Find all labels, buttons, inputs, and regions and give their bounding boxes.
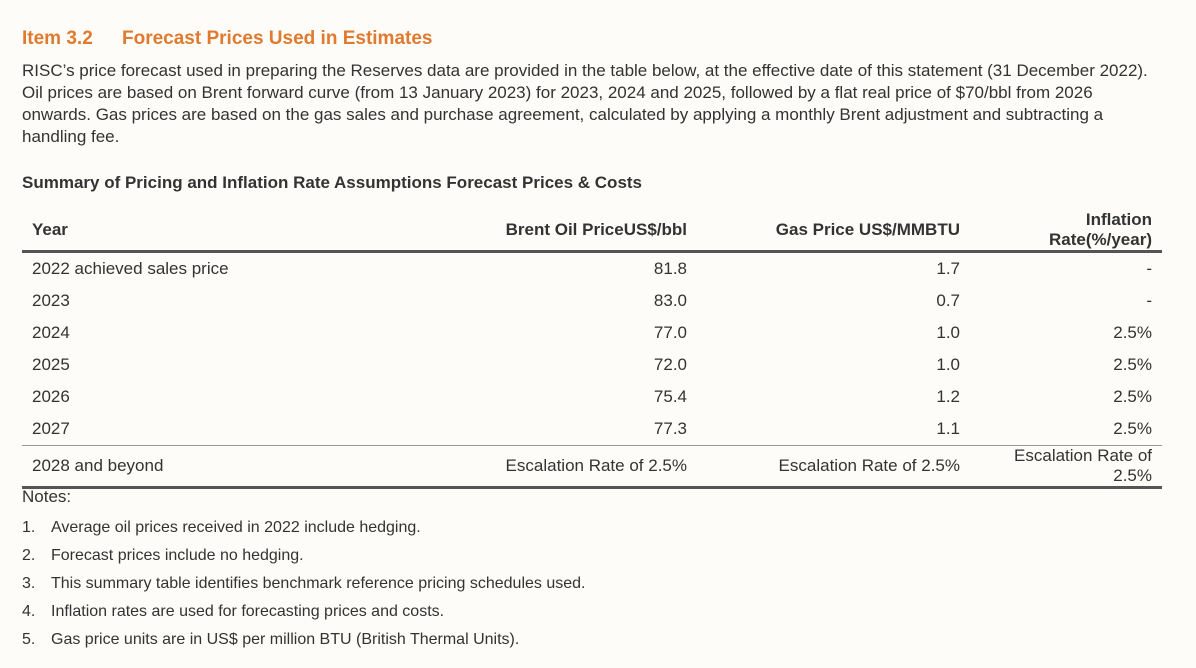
table-row: 2026 75.4 1.2 2.5% <box>22 381 1162 413</box>
table-row: 2027 77.3 1.1 2.5% <box>22 413 1162 446</box>
cell-gas-price: 1.2 <box>936 387 960 406</box>
cell-year: 2028 and beyond <box>22 445 447 489</box>
table-row: 2023 83.0 0.7 - <box>22 285 1162 317</box>
note-number: 4. <box>22 603 36 620</box>
cell-oil-price: Escalation Rate of 2.5% <box>447 445 697 489</box>
header-gas-price: Gas Price US$/MMBTU <box>697 210 970 253</box>
section-title: Forecast Prices Used in Estimates <box>122 28 433 49</box>
cell-year: 2023 <box>32 291 70 310</box>
table-row: 2024 77.0 1.0 2.5% <box>22 317 1162 349</box>
note-item: 5. Gas price units are in US$ per million… <box>22 629 585 657</box>
note-number: 1. <box>22 519 36 536</box>
table-row: 2025 72.0 1.0 2.5% <box>22 349 1162 381</box>
cell-oil-price: 81.8 <box>653 259 687 278</box>
cell-gas-price: 1.0 <box>936 355 960 374</box>
cell-oil-price: 83.0 <box>653 291 687 310</box>
cell-oil-price: 77.3 <box>653 419 687 438</box>
note-item: 2. Forecast prices include no hedging. <box>22 545 585 573</box>
header-year: Year <box>22 210 447 253</box>
note-number: 5. <box>22 631 36 648</box>
section-number: Item 3.2 <box>22 28 93 49</box>
cell-year: 2022 achieved sales price <box>32 259 229 278</box>
note-item: 1. Average oil prices received in 2022 in… <box>22 517 585 545</box>
table-row: 2028 and beyond Escalation Rate of 2.5% Es… <box>22 445 1162 489</box>
note-number: 3. <box>22 575 36 592</box>
table-row: 2022 achieved sales price 81.8 1.7 - <box>22 252 1162 286</box>
notes-title: Notes: <box>22 487 72 506</box>
cell-gas-price: Escalation Rate of 2.5% <box>697 445 970 489</box>
cell-oil-price: 72.0 <box>653 355 687 374</box>
note-text: Forecast prices include no hedging. <box>51 547 304 564</box>
table-header-row: Year Brent Oil PriceUS$/bbl Gas Price US… <box>22 210 1162 253</box>
cell-year: 2027 <box>32 419 70 438</box>
intro-paragraph: RISC’s price forecast used in preparing … <box>22 61 1148 146</box>
note-text: This summary table identifies benchmark … <box>51 575 586 592</box>
note-item: 4. Inflation rates are used for forecasti… <box>22 601 585 629</box>
cell-inflation-rate: 2.5% <box>1113 323 1152 342</box>
cell-year: 2025 <box>32 355 70 374</box>
cell-gas-price: 1.7 <box>936 259 960 278</box>
note-number: 2. <box>22 547 36 564</box>
pricing-table: Year Brent Oil PriceUS$/bbl Gas Price US… <box>22 210 1162 489</box>
cell-inflation-rate: - <box>1146 291 1152 310</box>
cell-gas-price: 0.7 <box>936 291 960 310</box>
cell-inflation-rate: - <box>1146 259 1152 278</box>
cell-inflation-rate: 2.5% <box>1113 355 1152 374</box>
cell-oil-price: 75.4 <box>653 387 687 406</box>
header-oil-price: Brent Oil PriceUS$/bbl <box>447 210 697 253</box>
header-inflation-rate: Inflation Rate(%/year) <box>970 210 1162 253</box>
note-text: Inflation rates are used for forecasting… <box>51 603 445 620</box>
section-heading: Item 3.2 Forecast Prices Used in Estimate… <box>22 28 432 50</box>
cell-oil-price: 77.0 <box>653 323 687 342</box>
note-text: Average oil prices received in 2022 incl… <box>51 519 421 536</box>
note-text: Gas price units are in US$ per million B… <box>51 631 520 648</box>
note-item: 3. This summary table identifies benchmar… <box>22 573 585 601</box>
cell-year: 2024 <box>32 323 70 342</box>
table-title: Summary of Pricing and Inflation Rate As… <box>22 173 643 192</box>
cell-gas-price: 1.1 <box>936 419 960 438</box>
cell-gas-price: 1.0 <box>936 323 960 342</box>
cell-year: 2026 <box>32 387 70 406</box>
cell-inflation-rate: 2.5% <box>1113 419 1152 438</box>
notes-list: 1. Average oil prices received in 2022 in… <box>22 517 585 657</box>
cell-inflation-rate: 2.5% <box>1113 387 1152 406</box>
cell-inflation-rate: Escalation Rate of 2.5% <box>970 445 1162 489</box>
